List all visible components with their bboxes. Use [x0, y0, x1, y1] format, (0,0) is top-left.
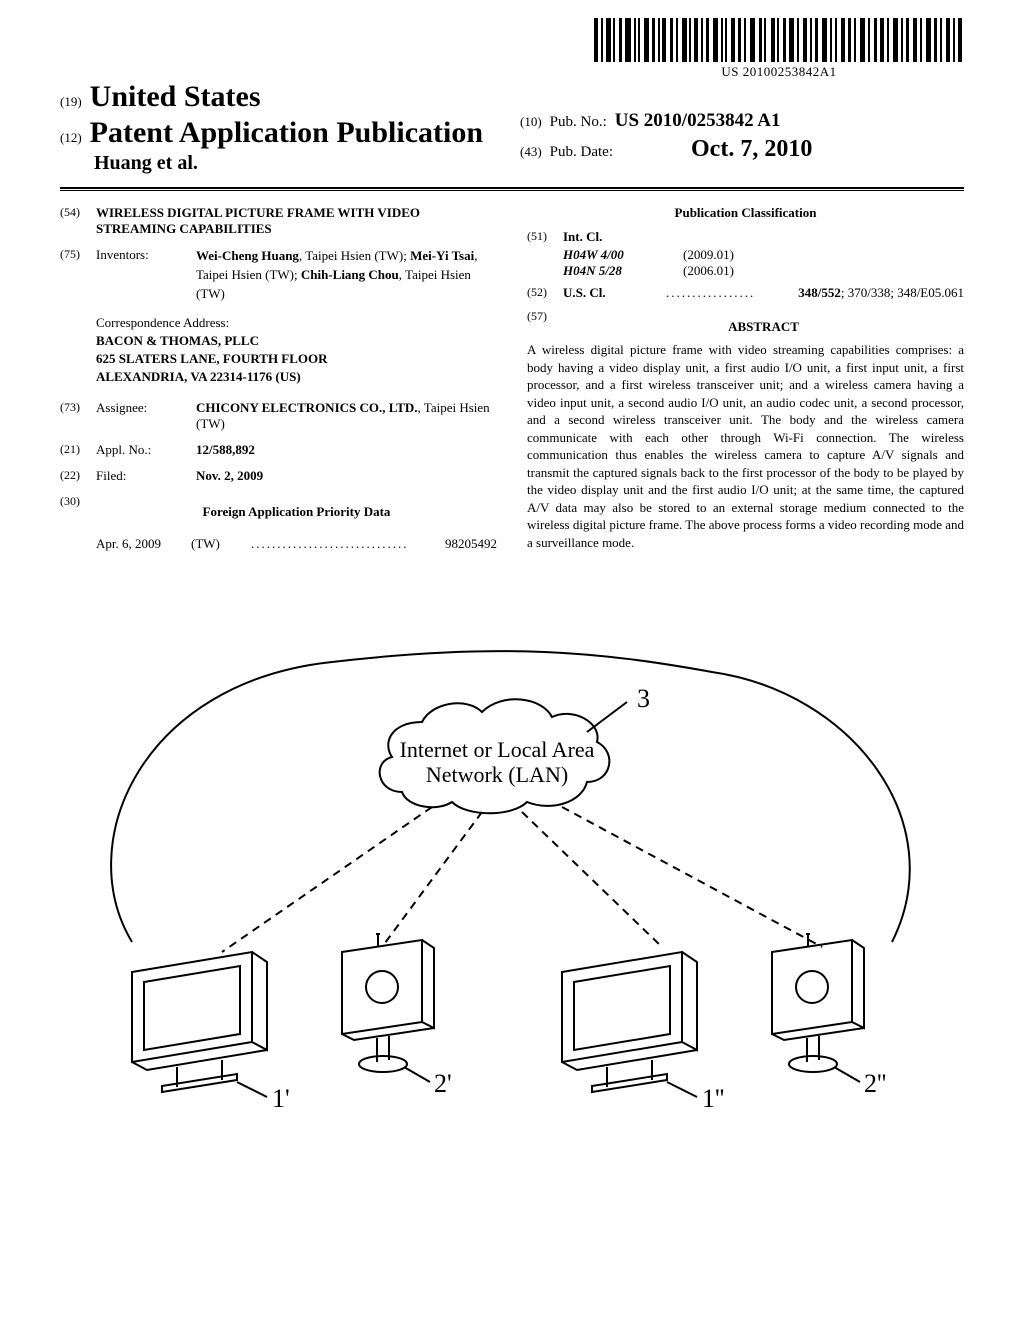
correspondence-label: Correspondence Address: — [96, 314, 497, 332]
ref-1prime: 1' — [272, 1084, 290, 1112]
dash-r2 — [562, 807, 822, 947]
barcode-number: US 20100253842A1 — [594, 64, 964, 80]
abstract-header: ABSTRACT — [563, 319, 964, 335]
publication-type: Patent Application Publication — [90, 116, 483, 150]
barcode-block: US 20100253842A1 — [594, 18, 964, 80]
field-73-num: (73) — [60, 400, 96, 432]
inventors-value: Wei-Cheng Huang, Taipei Hsien (TW); Mei-… — [196, 247, 497, 304]
classification-header: Publication Classification — [527, 205, 964, 221]
pubdate-value: Oct. 7, 2010 — [691, 136, 812, 163]
device-frame-right — [562, 952, 697, 1092]
dash-r1 — [522, 812, 662, 947]
inventor-2: Mei-Yi Tsai — [410, 248, 474, 263]
foreign-priority-header: (30) Foreign Application Priority Data — [60, 494, 497, 526]
leader-dots: ................. — [623, 285, 798, 301]
uscl-secondary: ; 370/338; 348/E05.061 — [841, 285, 964, 300]
assignee-label: Assignee: — [96, 400, 196, 432]
foreign-appnum: 98205492 — [407, 536, 497, 552]
pubno-value: US 2010/0253842 A1 — [615, 110, 781, 132]
country: United States — [90, 80, 261, 114]
dash-l1 — [222, 807, 432, 952]
document-header: (19) United States (12) Patent Applicati… — [60, 80, 964, 175]
header-rule — [60, 187, 964, 191]
field-43: (43) — [520, 144, 542, 160]
field-19: (19) — [60, 94, 82, 110]
field-22-num: (22) — [60, 468, 96, 484]
figure-svg: Internet or Local Area Network (LAN) 3 1… — [82, 592, 942, 1112]
invention-title: WIRELESS DIGITAL PICTURE FRAME WITH VIDE… — [96, 205, 497, 237]
field-51-num: (51) — [527, 229, 563, 245]
ref-2prime: 2' — [434, 1069, 452, 1098]
foreign-priority-label: Foreign Application Priority Data — [96, 504, 497, 520]
filed-label: Filed: — [96, 468, 196, 484]
inventors-field: (75) Inventors: Wei-Cheng Huang, Taipei … — [60, 247, 497, 304]
foreign-country: (TW) — [191, 536, 251, 552]
left-column: (54) WIRELESS DIGITAL PICTURE FRAME WITH… — [60, 205, 497, 552]
correspondence-line-2: 625 SLATERS LANE, FOURTH FLOOR — [96, 350, 497, 368]
applno-label: Appl. No.: — [96, 442, 196, 458]
field-30-num: (30) — [60, 494, 96, 526]
intcl-code-1: H04W 4/00 — [563, 247, 683, 263]
ref-1dprime: 1'' — [702, 1084, 724, 1112]
inventors-label: Inventors: — [96, 247, 196, 304]
inventor-3: Chih-Liang Chou — [301, 267, 399, 282]
device-frame-left — [132, 952, 267, 1092]
device-camera-left — [342, 934, 434, 1072]
field-52-num: (52) — [527, 285, 563, 301]
filed-value: Nov. 2, 2009 — [196, 468, 497, 484]
field-57-num: (57) — [527, 309, 563, 341]
intcl-ver-2: (2006.01) — [683, 263, 734, 279]
uscl-label: U.S. Cl. — [563, 285, 623, 301]
abstract-text: A wireless digital picture frame with vi… — [527, 341, 964, 552]
device-camera-right — [772, 934, 864, 1072]
correspondence-line-3: ALEXANDRIA, VA 22314-1176 (US) — [96, 368, 497, 386]
outer-arc — [111, 651, 910, 942]
pubno-label: Pub. No.: — [550, 114, 607, 131]
assignee-field: (73) Assignee: CHICONY ELECTRONICS CO., … — [60, 400, 497, 432]
leader-2dprime — [834, 1067, 860, 1082]
uscl-primary: 348/552 — [798, 285, 841, 300]
filed-field: (22) Filed: Nov. 2, 2009 — [60, 468, 497, 484]
correspondence-line-1: BACON & THOMAS, PLLC — [96, 332, 497, 350]
bibliographic-columns: (54) WIRELESS DIGITAL PICTURE FRAME WITH… — [60, 205, 964, 552]
intcl-label: Int. Cl. — [563, 229, 964, 245]
leader-dots: .............................. — [251, 536, 407, 552]
title-field: (54) WIRELESS DIGITAL PICTURE FRAME WITH… — [60, 205, 497, 237]
cloud-text-1: Internet or Local Area — [400, 737, 595, 762]
cloud-text-2: Network (LAN) — [426, 762, 568, 787]
pubdate-label: Pub. Date: — [550, 144, 613, 161]
leader-3 — [587, 702, 627, 732]
right-column: Publication Classification (51) Int. Cl.… — [527, 205, 964, 552]
field-54-num: (54) — [60, 205, 96, 237]
uscl-field: (52) U.S. Cl. ................. 348/552;… — [527, 285, 964, 301]
abstract-header-row: (57) ABSTRACT — [527, 309, 964, 341]
assignee-name: CHICONY ELECTRONICS CO., LTD. — [196, 400, 418, 415]
barcode-graphic — [594, 18, 964, 62]
applno-value: 12/588,892 — [196, 442, 497, 458]
intcl-ver-1: (2009.01) — [683, 247, 734, 263]
ref-2dprime: 2'' — [864, 1069, 886, 1098]
front-page-figure: Internet or Local Area Network (LAN) 3 1… — [60, 592, 964, 1112]
field-21-num: (21) — [60, 442, 96, 458]
intcl-field: (51) Int. Cl. — [527, 229, 964, 245]
inventor-1: Wei-Cheng Huang — [196, 248, 299, 263]
correspondence-block: Correspondence Address: BACON & THOMAS, … — [96, 314, 497, 387]
ref-3: 3 — [637, 684, 650, 713]
applno-field: (21) Appl. No.: 12/588,892 — [60, 442, 497, 458]
foreign-priority-row: Apr. 6, 2009 (TW) ......................… — [96, 536, 497, 552]
intcl-row-1: H04W 4/00 (2009.01) — [527, 247, 964, 263]
uscl-value: 348/552; 370/338; 348/E05.061 — [798, 285, 964, 301]
leader-1prime — [237, 1082, 267, 1097]
assignee-value: CHICONY ELECTRONICS CO., LTD., Taipei Hs… — [196, 400, 497, 432]
pub-id-block: (10) Pub. No.: US 2010/0253842 A1 (43) P… — [520, 110, 812, 163]
field-10: (10) — [520, 114, 542, 130]
field-75-num: (75) — [60, 247, 96, 304]
field-12: (12) — [60, 130, 82, 146]
intcl-row-2: H04N 5/28 (2006.01) — [527, 263, 964, 279]
leader-2prime — [404, 1067, 430, 1082]
leader-1dprime — [667, 1082, 697, 1097]
foreign-date: Apr. 6, 2009 — [96, 536, 191, 552]
intcl-code-2: H04N 5/28 — [563, 263, 683, 279]
